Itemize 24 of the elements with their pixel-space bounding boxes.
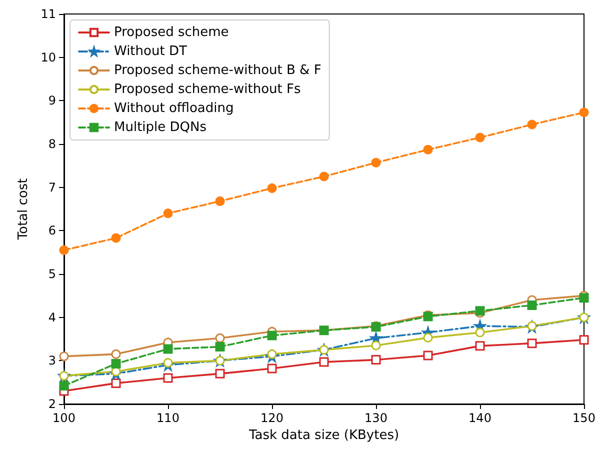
x-tick-label: 100 <box>52 411 76 425</box>
x-axis-title: Task data size (KBytes) <box>248 428 400 443</box>
x-tick-label: 120 <box>260 411 284 425</box>
y-tick-label: 8 <box>48 137 56 151</box>
x-tick-label: 110 <box>156 411 180 425</box>
legend-label: Proposed scheme-without B & F <box>114 63 322 78</box>
y-tick-label: 6 <box>48 224 56 238</box>
y-tick-label: 5 <box>48 267 56 281</box>
y-tick-label: 9 <box>48 94 56 108</box>
y-tick-label: 4 <box>48 310 56 324</box>
legend-label: Proposed scheme-without Fs <box>114 82 301 97</box>
y-tick-label: 2 <box>48 397 56 411</box>
legend-label: Without DT <box>114 44 187 59</box>
y-tick-label: 11 <box>40 7 56 21</box>
y-tick-label: 10 <box>40 50 56 64</box>
y-axis-title: Total cost <box>16 178 31 241</box>
x-tick-label: 150 <box>572 411 596 425</box>
x-tick-label: 130 <box>364 411 388 425</box>
legend-label: Without offloading <box>114 101 234 116</box>
legend-label: Proposed scheme <box>114 25 229 40</box>
legend-label: Multiple DQNs <box>114 120 207 135</box>
y-tick-label: 7 <box>48 180 56 194</box>
x-tick-label: 140 <box>468 411 492 425</box>
y-tick-label: 3 <box>48 354 56 368</box>
